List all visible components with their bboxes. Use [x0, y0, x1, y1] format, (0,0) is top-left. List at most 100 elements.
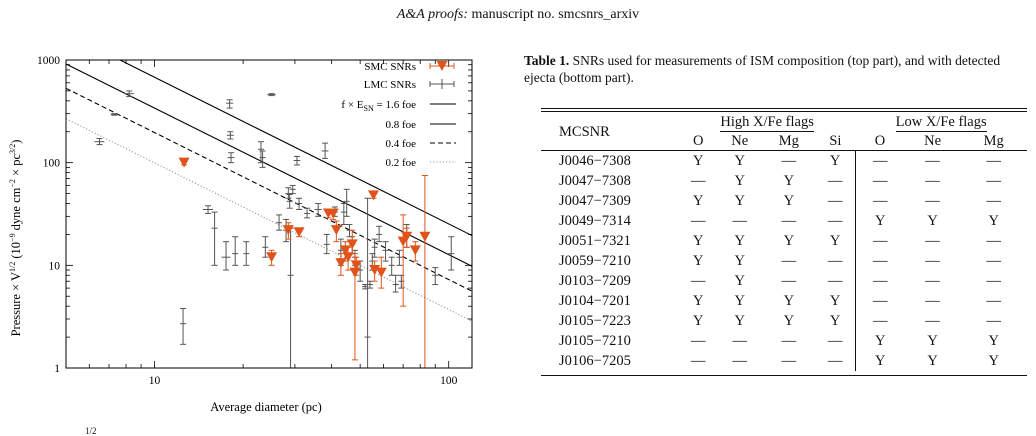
table-row: J0105−7210 — — — — Y Y Y — [541, 331, 1027, 351]
flag-cell: — — [827, 352, 843, 369]
flag-cell: Y — [734, 192, 745, 209]
smc-point — [375, 267, 387, 278]
table-row: J0047−7309 Y Y Y — — — — — [541, 191, 1027, 211]
flag-cell: Y — [927, 352, 938, 369]
smc-point — [327, 208, 339, 219]
flag-cell: — — [827, 332, 843, 349]
table-row: J0047−7308 — Y Y — — — — — [541, 171, 1027, 191]
snr-name-cell: J0047−7309 — [559, 192, 631, 209]
y-tick-label: 10 — [49, 260, 61, 272]
flag-cell: — — [854, 271, 905, 291]
smc-point — [346, 239, 358, 250]
table-row: J0046−7308 Y Y — Y — — — — [541, 150, 1027, 171]
flag-cell: — — [986, 252, 1001, 269]
flag-cell: Y — [783, 192, 795, 209]
flag-cell: Y — [927, 212, 938, 229]
flag-cell: Y — [734, 232, 745, 249]
flag-cell: Y — [692, 152, 704, 169]
model-line-dashed — [66, 87, 472, 292]
flag-cell: — — [925, 232, 940, 249]
col-high-o: O — [692, 132, 704, 149]
flag-cell: Y — [829, 152, 841, 169]
snr-name-cell: J0103−7209 — [559, 272, 631, 289]
flag-cell: Y — [734, 252, 745, 269]
flag-cell: — — [827, 212, 843, 229]
flag-cell: — — [781, 252, 797, 269]
flag-cell: Y — [783, 292, 795, 309]
flag-cell: — — [854, 150, 905, 171]
smc-point — [369, 265, 381, 276]
col-low-mg: Mg — [983, 132, 1004, 149]
smc-point — [367, 190, 379, 201]
flag-cell: — — [827, 272, 843, 289]
flag-cell: Y — [692, 252, 704, 269]
flag-cell: Y — [783, 312, 795, 329]
table-caption-text: SNRs used for measurements of ISM compos… — [524, 53, 1001, 85]
flag-cell: — — [690, 172, 706, 189]
flag-cell: — — [986, 172, 1001, 189]
flag-cell: Y — [692, 312, 704, 329]
table-row: J0104−7201 Y Y Y Y — — — — [541, 291, 1027, 311]
flag-cell: — — [781, 352, 797, 369]
flag-cell: — — [854, 171, 905, 191]
col-mcsnr: MCSNR — [559, 123, 610, 140]
y-tick-label: 1 — [54, 363, 60, 375]
table-row: J0051−7321 Y Y Y Y — — — — [541, 231, 1027, 251]
snr-name-cell: J0105−7223 — [559, 312, 631, 329]
flag-cell: — — [781, 152, 797, 169]
page-header: A&A proofs: manuscript no. smcsnrs_arxiv — [0, 7, 1036, 23]
snr-name-cell: J0105−7210 — [559, 332, 631, 349]
model-line-dotted — [66, 118, 472, 322]
flag-cell: — — [827, 252, 843, 269]
table-row: J0103−7209 — Y — — — — — — [541, 271, 1027, 291]
flag-cell: — — [732, 332, 748, 349]
pressure-diameter-chart: 1 10 100 1000 10 100 SMC SNRs LMC SNRs f × ESN =… — [8, 55, 473, 414]
flag-cell: — — [827, 172, 843, 189]
flag-cell: Y — [927, 332, 938, 349]
flag-cell: — — [986, 292, 1001, 309]
x-tick-label: 100 — [440, 375, 458, 387]
table-row: J0105−7223 Y Y Y Y — — — — [541, 311, 1027, 331]
flag-cell: — — [986, 272, 1001, 289]
snr-table: MCSNR High X/Fe flags Low X/Fe flags O N… — [541, 108, 1027, 371]
flag-cell: — — [925, 272, 940, 289]
flag-cell: Y — [692, 232, 704, 249]
flag-cell: Y — [692, 192, 704, 209]
flag-cell: — — [854, 311, 905, 331]
snr-name-cell: J0104−7201 — [559, 292, 631, 309]
footer-fragment: 1/2 — [85, 426, 97, 436]
flag-cell: — — [854, 231, 905, 251]
flag-cell: Y — [988, 332, 999, 349]
flag-cell: — — [854, 251, 905, 271]
flag-cell: Y — [829, 232, 841, 249]
snr-name-cell: J0051−7321 — [559, 232, 631, 249]
flag-cell: Y — [734, 292, 745, 309]
flag-cell: Y — [829, 312, 841, 329]
flag-cell: Y — [829, 292, 841, 309]
flag-cell: Y — [783, 232, 795, 249]
smc-point — [330, 225, 342, 236]
flag-cell: Y — [854, 331, 905, 351]
flag-cell: — — [986, 312, 1001, 329]
snr-name-cell: J0059−7210 — [559, 252, 631, 269]
flag-cell: Y — [783, 172, 795, 189]
flag-cell: — — [854, 291, 905, 311]
snr-name-cell: J0106−7205 — [559, 352, 631, 369]
flag-cell: — — [827, 192, 843, 209]
model-line-solid — [118, 60, 472, 237]
flag-cell: — — [690, 352, 706, 369]
flag-cell: — — [925, 292, 940, 309]
smc-point — [342, 252, 354, 263]
legend-line4-label: 0.2 foe — [385, 157, 416, 169]
smc-point — [266, 252, 278, 263]
flag-cell: Y — [734, 272, 745, 289]
flag-cell: — — [781, 272, 797, 289]
flag-cell: — — [732, 352, 748, 369]
flag-cell: — — [925, 172, 940, 189]
flag-cell: — — [986, 232, 1001, 249]
col-high-ne: Ne — [731, 132, 749, 149]
table-bottom-rule — [541, 375, 1027, 376]
legend-lmc-label: LMC SNRs — [364, 79, 416, 91]
legend-smc-marker — [436, 61, 448, 71]
smc-point — [282, 225, 294, 236]
